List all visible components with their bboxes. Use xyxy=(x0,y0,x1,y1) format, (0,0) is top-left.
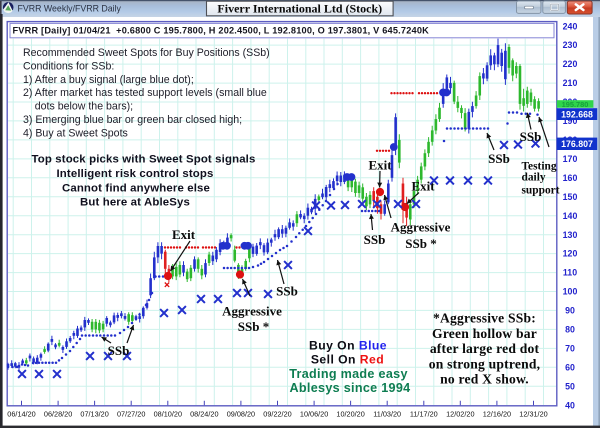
svg-text:1) After a buy signal (large b: 1) After a buy signal (large blue dot); xyxy=(23,74,194,86)
svg-text:12/16/20: 12/16/20 xyxy=(483,409,511,418)
svg-text:Sell On Red: Sell On Red xyxy=(311,352,384,366)
svg-text:11/03/20: 11/03/20 xyxy=(373,409,401,418)
svg-text:09/08/20: 09/08/20 xyxy=(227,409,255,418)
svg-text:Recommended Sweet Spots for Bu: Recommended Sweet Spots for Buy Position… xyxy=(23,47,270,59)
svg-text:50: 50 xyxy=(565,381,575,391)
svg-text:support: support xyxy=(522,185,560,197)
svg-text:Ablesys since 1994: Ablesys since 1994 xyxy=(290,381,411,395)
svg-text:Cannot find anywhere else: Cannot find anywhere else xyxy=(62,182,210,194)
svg-text:Top stock picks with Sweet Spo: Top stock picks with Sweet Spot signals xyxy=(31,154,255,166)
svg-text:SSb: SSb xyxy=(488,151,510,166)
svg-text:192.668: 192.668 xyxy=(561,109,593,119)
svg-text:90: 90 xyxy=(565,306,575,316)
svg-text:07/27/20: 07/27/20 xyxy=(117,409,145,418)
svg-text:12/02/20: 12/02/20 xyxy=(446,409,474,418)
svg-text:Fiverr International Ltd (Stoc: Fiverr International Ltd (Stock) xyxy=(217,1,382,15)
svg-text:08/24/20: 08/24/20 xyxy=(190,409,218,418)
svg-text:190: 190 xyxy=(563,116,578,126)
svg-text:80: 80 xyxy=(565,325,575,335)
svg-text:Aggressive: Aggressive xyxy=(391,220,451,235)
svg-text:Exit: Exit xyxy=(172,227,196,242)
svg-text:11/17/20: 11/17/20 xyxy=(410,409,438,418)
svg-text:*Aggressive SSb:: *Aggressive SSb: xyxy=(433,311,536,326)
svg-text:FVRR [Daily] 01/04/21 +0.6800: FVRR [Daily] 01/04/21 +0.6800 C 195.7800… xyxy=(13,26,430,36)
svg-text:120: 120 xyxy=(563,249,578,259)
svg-text:FVRR Weekly/FVRR Daily: FVRR Weekly/FVRR Daily xyxy=(18,4,122,14)
svg-text:150: 150 xyxy=(563,192,578,202)
svg-text:08/10/20: 08/10/20 xyxy=(154,409,182,418)
svg-text:dots below the bars);: dots below the bars); xyxy=(23,101,133,113)
svg-text:3) Emerging blue bar or green: 3) Emerging blue bar or green bar closed… xyxy=(23,114,242,126)
svg-text:240: 240 xyxy=(563,21,578,31)
svg-text:2) After market has tested sup: 2) After market has tested support level… xyxy=(23,87,267,99)
svg-text:07/13/20: 07/13/20 xyxy=(80,409,108,418)
svg-text:SSb: SSb xyxy=(108,343,130,358)
svg-text:170: 170 xyxy=(563,154,578,164)
svg-text:176.807: 176.807 xyxy=(561,139,593,149)
svg-text:10/20/20: 10/20/20 xyxy=(336,409,364,418)
svg-text:06/14/20: 06/14/20 xyxy=(7,409,35,418)
svg-text:SSb: SSb xyxy=(520,129,542,144)
svg-text:SSb *: SSb * xyxy=(405,236,436,251)
svg-text:Conditions for SSb:: Conditions for SSb: xyxy=(23,61,114,73)
svg-text:70: 70 xyxy=(565,344,575,354)
svg-text:60: 60 xyxy=(565,362,575,372)
svg-text:4) Buy at Sweet Spots: 4) Buy at Sweet Spots xyxy=(23,127,128,139)
svg-text:on strong uptrend,: on strong uptrend, xyxy=(429,356,541,371)
svg-text:110: 110 xyxy=(563,268,577,278)
svg-text:Testing: Testing xyxy=(522,161,557,173)
svg-text:Green hollow bar: Green hollow bar xyxy=(432,326,537,341)
svg-text:12/31/20: 12/31/20 xyxy=(519,409,547,418)
svg-text:160: 160 xyxy=(563,173,578,183)
svg-text:140: 140 xyxy=(563,211,578,221)
svg-text:SSb *: SSb * xyxy=(238,319,269,334)
svg-text:09/22/20: 09/22/20 xyxy=(263,409,291,418)
svg-text:Intelligent risk control stops: Intelligent risk control stops xyxy=(56,168,213,180)
svg-text:100: 100 xyxy=(563,287,578,297)
svg-text:after large red dot: after large red dot xyxy=(430,341,540,356)
svg-text:SSb: SSb xyxy=(276,284,298,299)
svg-text:40: 40 xyxy=(565,400,575,410)
svg-text:Aggressive: Aggressive xyxy=(222,304,282,319)
svg-text:210: 210 xyxy=(563,78,578,88)
svg-text:Trading made easy: Trading made easy xyxy=(289,367,408,381)
svg-text:Buy On Blue: Buy On Blue xyxy=(309,338,387,352)
svg-text:230: 230 xyxy=(563,40,578,50)
svg-text:daily: daily xyxy=(522,172,546,184)
svg-text:no red X show.: no red X show. xyxy=(440,372,529,387)
svg-text:220: 220 xyxy=(563,59,578,69)
svg-text:195.780: 195.780 xyxy=(562,100,589,109)
svg-text:Exit: Exit xyxy=(368,158,392,173)
svg-text:130: 130 xyxy=(563,230,578,240)
svg-text:Exit: Exit xyxy=(411,179,435,194)
svg-text:06/28/20: 06/28/20 xyxy=(44,409,72,418)
svg-text:10/06/20: 10/06/20 xyxy=(300,409,328,418)
svg-text:SSb: SSb xyxy=(364,232,386,247)
svg-text:But here at AbleSys: But here at AbleSys xyxy=(80,197,190,209)
